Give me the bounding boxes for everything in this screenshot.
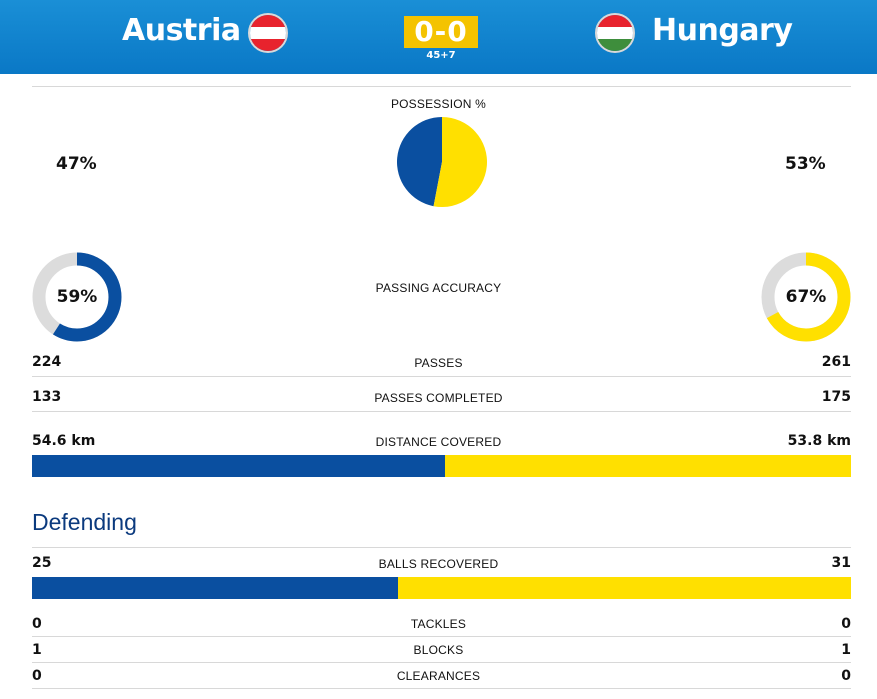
- away-passes-value: 261: [821, 354, 851, 370]
- balls-recovered-comparison-bar: [32, 577, 851, 599]
- away-passing-accuracy-ring: [761, 252, 851, 342]
- home-blocks-value: 1: [32, 642, 42, 658]
- away-possession-value: 53%: [785, 154, 826, 174]
- home-balls-recovered-value: 25: [32, 555, 52, 571]
- away-blocks-value: 1: [841, 642, 851, 658]
- match-time: 45+7: [426, 50, 456, 61]
- away-team-name[interactable]: Hungary: [652, 13, 793, 48]
- austria-flag-icon: [248, 13, 288, 53]
- blocks-label: BLOCKS: [413, 643, 464, 657]
- distance-comparison-bar: [32, 455, 851, 477]
- home-clearances-value: 0: [32, 668, 42, 684]
- home-balls-recovered-bar: [32, 577, 398, 599]
- away-tackles-value: 0: [841, 616, 851, 632]
- divider: [32, 688, 851, 689]
- away-passing-accuracy-value: 67%: [785, 287, 827, 307]
- match-header: Austria 0-0 45+7 Hungary: [0, 0, 877, 74]
- passes-completed-label: PASSES COMPLETED: [374, 391, 503, 405]
- divider: [32, 86, 851, 87]
- passes-label: PASSES: [414, 356, 463, 370]
- home-passes-completed-value: 133: [32, 389, 62, 405]
- divider: [32, 547, 851, 548]
- divider: [32, 376, 851, 377]
- away-distance-bar: [444, 455, 851, 477]
- home-possession-value: 47%: [56, 154, 97, 174]
- home-distance-bar: [32, 455, 445, 477]
- ring-fill: [761, 252, 851, 342]
- home-distance-value: 54.6 km: [32, 433, 96, 449]
- home-possession-slice: [397, 117, 442, 207]
- away-balls-recovered-bar: [397, 577, 851, 599]
- divider: [32, 636, 851, 637]
- balls-recovered-label: BALLS RECOVERED: [378, 557, 499, 571]
- score-display: 0-0: [404, 16, 478, 48]
- passing-accuracy-label: PASSING ACCURACY: [375, 281, 502, 295]
- clearances-label: CLEARANCES: [396, 669, 481, 683]
- home-passing-accuracy-ring: [32, 252, 122, 342]
- home-tackles-value: 0: [32, 616, 42, 632]
- away-clearances-value: 0: [841, 668, 851, 684]
- defending-section-title: Defending: [32, 509, 137, 535]
- tackles-label: TACKLES: [410, 617, 467, 631]
- possession-label: POSSESSION %: [390, 97, 487, 111]
- hungary-flag-icon: [595, 13, 635, 53]
- away-possession-slice: [433, 117, 487, 207]
- divider: [32, 411, 851, 412]
- away-passes-completed-value: 175: [821, 389, 851, 405]
- home-passing-accuracy-value: 59%: [56, 287, 98, 307]
- ring-fill: [32, 252, 122, 342]
- home-passes-value: 224: [32, 354, 62, 370]
- away-balls-recovered-value: 31: [831, 555, 851, 571]
- away-distance-value: 53.8 km: [787, 433, 851, 449]
- divider: [32, 662, 851, 663]
- home-team-name[interactable]: Austria: [122, 13, 241, 48]
- possession-pie-chart: [397, 117, 487, 207]
- distance-covered-label: DISTANCE COVERED: [375, 435, 502, 449]
